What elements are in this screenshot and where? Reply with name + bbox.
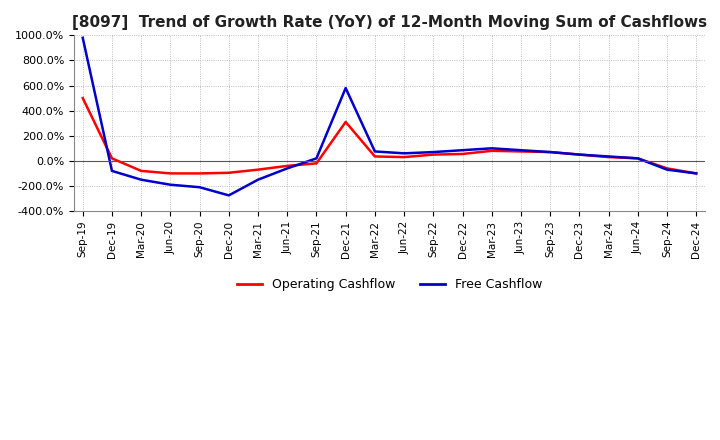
Title: [8097]  Trend of Growth Rate (YoY) of 12-Month Moving Sum of Cashflows: [8097] Trend of Growth Rate (YoY) of 12-… (72, 15, 707, 30)
Legend: Operating Cashflow, Free Cashflow: Operating Cashflow, Free Cashflow (232, 273, 547, 296)
